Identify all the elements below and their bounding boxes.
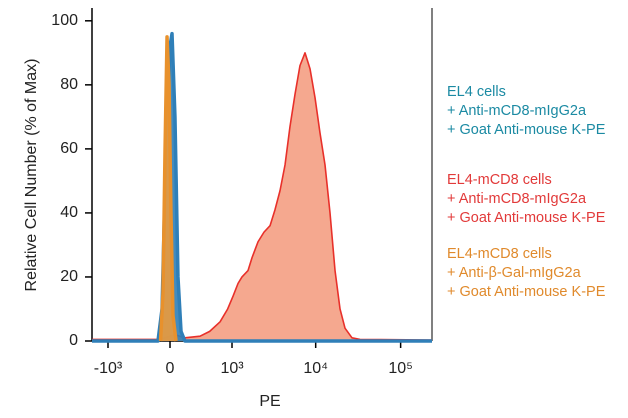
legend: EL4 cells + Anti-mCD8-mIgG2a + Goat Anti-m…	[447, 84, 606, 300]
legend-entry: + Anti-mCD8-mIgG2a	[447, 191, 587, 207]
x-tick-label: 10⁵	[388, 360, 412, 377]
legend-entry: + Goat Anti-mouse K-PE	[447, 284, 606, 300]
x-tick-label: 10⁴	[303, 360, 328, 377]
legend-entry: + Goat Anti-mouse K-PE	[447, 210, 606, 226]
histogram-area	[92, 52, 432, 341]
y-tick-label: 60	[60, 140, 78, 157]
y-tick-label: 20	[60, 268, 78, 285]
x-tick-label: 0	[166, 360, 175, 377]
x-axis-label: PE	[259, 393, 280, 410]
histogram-line	[158, 35, 178, 342]
x-tick-label: 10³	[220, 360, 244, 377]
legend-entry: + Anti-mCD8-mIgG2a	[447, 103, 587, 119]
y-axis-label: Relative Cell Number (% of Max)	[23, 59, 40, 292]
histogram-line	[92, 52, 433, 341]
legend-entry: EL4 cells	[447, 84, 506, 100]
x-tick-label: -10³	[94, 360, 123, 377]
legend-entry: + Goat Anti-mouse K-PE	[447, 122, 606, 138]
legend-entry: EL4-mCD8 cells	[447, 172, 552, 188]
y-tick-label: 40	[60, 204, 78, 221]
y-tick-label: 100	[51, 12, 78, 29]
y-tick-label: 0	[69, 332, 78, 349]
legend-entry: EL4-mCD8 cells	[447, 246, 552, 262]
legend-entry: + Anti-β-Gal-mIgG2a	[447, 265, 582, 281]
y-tick-label: 80	[60, 76, 78, 93]
